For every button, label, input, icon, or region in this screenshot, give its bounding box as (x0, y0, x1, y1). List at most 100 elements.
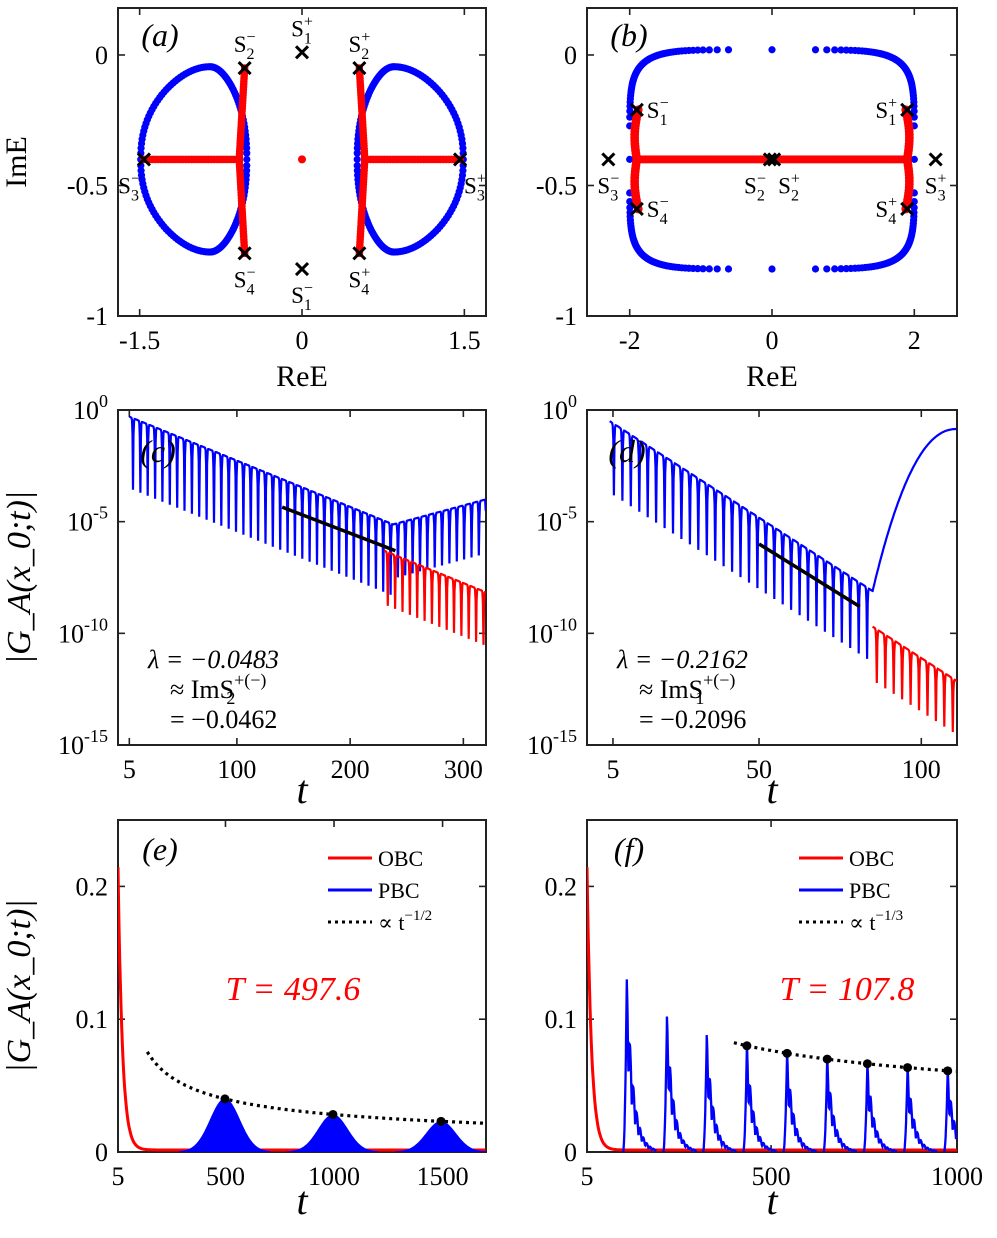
saddle-label: S+ 3 (464, 170, 486, 204)
annotation: λ = −0.0483≈ ImS+(−) 2= −0.0462 (147, 645, 279, 734)
pbc-point (353, 162, 361, 170)
x-tick-label: 5 (112, 1162, 125, 1191)
panel-c: 5 100 200 300 100 10-5 10-10 10-15 λ = −0.0483≈ … (1, 391, 487, 812)
panel-label: (a) (141, 17, 178, 53)
pbc-point (699, 265, 707, 273)
panel-b: -2 0 2 -1 -0.5 0 S− 1 S+ 1 S− 3 S− 2 S+ 2 S+ 3 S− 4 S+ 4 ReE (b… (536, 7, 958, 393)
y-tick-label: 0.2 (76, 872, 109, 901)
y-tick-label: 10-5 (67, 503, 108, 537)
y-tick-label: 10-5 (536, 503, 577, 537)
pbc-point (724, 265, 733, 273)
pbc-point (831, 265, 839, 273)
pbc-point (768, 46, 776, 54)
pbc-peak (862, 1062, 898, 1152)
obc-branch (630, 105, 914, 214)
saddle-marker (352, 246, 367, 261)
cross-stroke (237, 60, 252, 76)
x-axis-label: ReE (276, 360, 328, 393)
saddle-label: S− 2 (234, 29, 256, 63)
pbc-series-line (742, 1045, 777, 1152)
pbc-point (837, 265, 845, 273)
x-tick-label: 100 (902, 755, 941, 784)
plot-area (587, 867, 957, 1152)
x-tick-label: 0 (766, 326, 779, 355)
saddle-label: S+ 1 (875, 95, 897, 129)
obc-series-line (871, 625, 957, 733)
pbc-peak (662, 1016, 698, 1152)
x-tick-label: 100 (217, 755, 256, 784)
cross-stroke (136, 152, 152, 167)
y-tick-label: 0.1 (545, 1005, 578, 1034)
pbc-peak (742, 1045, 777, 1152)
legend-label: OBC (849, 846, 894, 871)
y-tick-label: -1 (86, 302, 108, 331)
pbc-point (699, 46, 707, 54)
x-tick-label: 1000 (308, 1162, 360, 1191)
saddle-label: S+ 4 (348, 264, 370, 298)
saddle-label: S− 4 (234, 264, 256, 298)
obc-branch (355, 64, 464, 258)
pbc-series-line (609, 420, 957, 659)
cross-stroke (294, 261, 310, 277)
pbc-point (705, 265, 713, 273)
y-ticks: 0 0.1 0.2 (545, 872, 957, 1167)
x-ticks: -1.5 0 1.5 (119, 8, 481, 355)
cross-stroke (762, 152, 777, 167)
y-tick-label: 10-10 (58, 614, 108, 648)
saddle-marker (237, 60, 252, 76)
saddle-label: S− 4 (647, 194, 669, 228)
pbc-series-line (862, 1062, 898, 1152)
pbc-point (910, 155, 918, 163)
cross-stroke (900, 102, 915, 117)
pbc-peak (287, 1114, 379, 1152)
panel-label: (d) (608, 433, 645, 469)
pbc-point (837, 46, 845, 54)
x-axis-label: t (296, 1178, 308, 1223)
saddle-marker (452, 152, 468, 167)
legend-label: OBC (378, 846, 423, 871)
cross-stroke (237, 246, 252, 261)
cross-stroke (452, 152, 468, 167)
panel-f: 5 500 1000 0 0.1 0.2 OBC PBC ∝ t−1/3 T = 107.8 t (f… (545, 819, 983, 1223)
legend-label: PBC (849, 878, 891, 903)
cross-stroke (629, 201, 644, 217)
fit-curve (733, 1041, 957, 1073)
pbc-point (353, 144, 361, 152)
saddle-points: S− 1 S+ 1 S− 3 S− 2 S+ 2 S+ 3 S− 4 S+ 4 (597, 95, 946, 228)
pbc-point (713, 265, 721, 273)
x-tick-label: 300 (444, 755, 483, 784)
pbc-fill (287, 1114, 379, 1152)
period-label: T = 107.8 (780, 971, 915, 1008)
peak-marker (822, 1054, 832, 1064)
cross-stroke (767, 152, 782, 167)
axes-box (117, 409, 487, 746)
pbc-point (768, 265, 776, 273)
y-tick-label: -0.5 (67, 171, 108, 200)
pbc-series-line (702, 1035, 737, 1152)
peak-marker (220, 1094, 230, 1104)
cross-stroke (900, 201, 915, 217)
x-axis-label: t (296, 767, 308, 812)
x-tick-label: 0 (296, 326, 309, 355)
saddle-marker (237, 246, 252, 261)
cross-stroke (928, 152, 943, 167)
pbc-peak (902, 1066, 938, 1152)
pbc-series-line (662, 1016, 698, 1152)
x-tick-label: 1000 (931, 1162, 983, 1191)
x-tick-label: 5 (123, 755, 136, 784)
pbc-fill (395, 1121, 486, 1152)
pbc-point (823, 265, 831, 273)
saddle-marker (294, 45, 310, 60)
cross-stroke (629, 102, 644, 117)
y-axis-label: ImE (0, 136, 33, 188)
saddle-marker (294, 261, 310, 277)
plot-area (128, 415, 486, 645)
pbc-point (353, 155, 361, 163)
legend-label: ∝ t−1/3 (849, 908, 903, 935)
pbc-point (243, 149, 251, 157)
saddle-marker (629, 201, 644, 217)
axes-box (586, 409, 958, 746)
x-tick-label: 50 (746, 755, 772, 784)
saddle-label: S− 1 (647, 95, 669, 129)
y-tick-label: 0.2 (545, 872, 578, 901)
